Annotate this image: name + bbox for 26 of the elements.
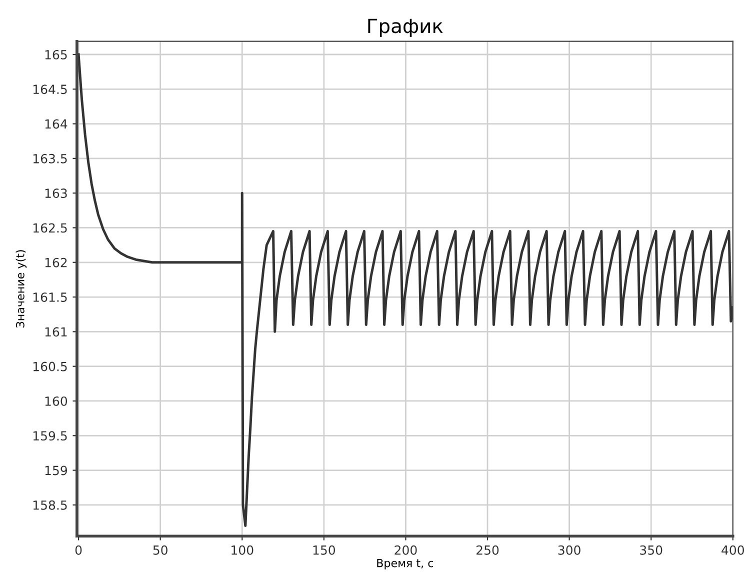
chart-title: График xyxy=(368,18,443,38)
y-tick-label: 163 xyxy=(45,188,67,198)
y-tick-label: 158.5 xyxy=(33,500,67,510)
y-tick-label: 159 xyxy=(45,466,67,476)
y-tick-label: 165 xyxy=(45,50,67,60)
y-tick-label: 160.5 xyxy=(33,362,67,372)
x-tick-label: 350 xyxy=(640,545,662,555)
x-tick-label: 150 xyxy=(313,545,336,555)
y-tick-label: 164.5 xyxy=(33,84,67,94)
y-tick-label: 161 xyxy=(45,327,67,337)
x-tick-label: 100 xyxy=(232,545,254,555)
y-tick-label: 161.5 xyxy=(33,292,67,302)
x-axis-title: Время t, с xyxy=(377,558,434,570)
x-tick-label: 300 xyxy=(558,545,580,555)
y-tick-label: 164 xyxy=(45,119,68,129)
y-tick-label: 162.5 xyxy=(33,223,67,233)
y-tick-label: 162 xyxy=(45,258,67,268)
x-tick-label: 250 xyxy=(476,545,499,555)
x-tick-label: 0 xyxy=(75,545,82,555)
x-tick-label: 200 xyxy=(394,545,417,555)
x-tick-label: 400 xyxy=(722,545,744,555)
y-tick-label: 159.5 xyxy=(33,431,67,441)
y-axis-title: Значение y(t) xyxy=(16,250,27,328)
y-tick-label: 163.5 xyxy=(33,154,67,164)
x-tick-label: 50 xyxy=(153,545,168,555)
y-tick-label: 160 xyxy=(45,396,68,406)
